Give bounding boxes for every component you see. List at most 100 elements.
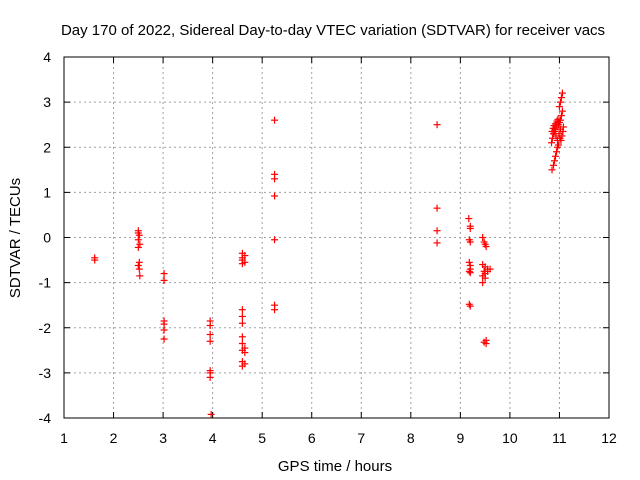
data-point	[271, 306, 279, 314]
data-point	[466, 224, 474, 232]
x-tick-label: 5	[258, 430, 266, 446]
x-tick-label: 8	[407, 430, 415, 446]
grid	[64, 57, 609, 418]
data-point	[550, 161, 558, 169]
axis-ticks	[63, 56, 610, 419]
data-point	[241, 349, 249, 357]
data-point	[484, 267, 492, 275]
x-tick-label: 11	[552, 430, 567, 446]
data-point	[552, 148, 560, 156]
x-tick-label: 10	[502, 430, 518, 446]
data-point	[433, 121, 441, 129]
data-point	[465, 300, 473, 308]
data-point	[554, 141, 562, 149]
data-point	[135, 265, 143, 273]
x-tick-label: 9	[456, 430, 464, 446]
data-point	[238, 319, 246, 327]
data-points	[91, 89, 567, 418]
y-tick-label: 2	[43, 139, 51, 155]
data-point	[466, 302, 474, 310]
data-point	[135, 231, 143, 239]
data-point	[482, 340, 490, 348]
data-point	[238, 333, 246, 341]
x-axis-label: GPS time / hours	[278, 458, 392, 475]
data-point	[271, 192, 279, 200]
data-point	[160, 276, 168, 284]
data-point	[551, 152, 559, 160]
x-tick-label: 4	[209, 430, 217, 446]
data-point	[134, 236, 142, 244]
data-point	[241, 360, 249, 368]
y-tick-label: 0	[43, 230, 51, 246]
data-point	[466, 238, 474, 246]
data-point	[238, 312, 246, 320]
data-point	[271, 116, 279, 124]
data-point	[479, 279, 487, 287]
data-point	[548, 139, 556, 147]
data-point	[206, 321, 214, 329]
x-tick-labels: 1 2 3 4 5 6 7 8 9 10 11 12	[60, 430, 617, 446]
data-point	[558, 107, 566, 115]
data-point	[271, 236, 279, 244]
x-tick-label: 7	[357, 430, 365, 446]
data-point	[160, 326, 168, 334]
data-point	[160, 270, 168, 278]
data-point	[238, 340, 246, 348]
y-tick-label: -1	[39, 275, 52, 291]
data-point	[465, 258, 473, 266]
data-point	[555, 103, 563, 111]
data-point	[135, 258, 143, 266]
data-point	[465, 215, 473, 223]
data-point	[482, 243, 490, 251]
data-point	[558, 132, 566, 140]
data-point	[160, 320, 168, 328]
data-point	[548, 166, 556, 174]
x-tick-label: 1	[60, 430, 68, 446]
data-point	[551, 157, 558, 165]
data-point	[479, 234, 487, 241]
data-point	[558, 89, 566, 97]
data-point	[206, 337, 214, 345]
data-point	[207, 410, 215, 418]
data-point	[134, 261, 142, 269]
data-point	[206, 331, 214, 339]
data-point	[466, 269, 474, 277]
data-point	[241, 252, 249, 260]
data-point	[433, 204, 441, 212]
y-tick-label: 1	[43, 184, 51, 200]
data-point	[160, 335, 168, 343]
y-tick-label: -2	[39, 320, 52, 336]
y-tick-label: 3	[43, 94, 51, 110]
data-point	[433, 227, 441, 235]
data-point	[91, 256, 99, 264]
y-tick-label: 4	[43, 49, 51, 65]
chart-title: Day 170 of 2022, Sidereal Day-to-day VTE…	[61, 22, 605, 39]
data-point	[241, 258, 249, 266]
x-tick-label: 12	[601, 430, 617, 446]
data-point	[556, 98, 564, 106]
data-point	[481, 274, 489, 282]
data-point	[557, 112, 565, 120]
data-point	[557, 94, 565, 102]
data-point	[238, 306, 246, 314]
y-tick-label: -3	[39, 365, 52, 381]
y-tick-label: -4	[39, 410, 52, 426]
y-axis-label: SDTVAR / TECUs	[7, 178, 24, 298]
data-point	[136, 240, 144, 248]
data-point	[554, 115, 562, 123]
data-point	[465, 267, 473, 275]
y-tick-labels: -4 -3 -2 -1 0 1 2 3 4	[39, 49, 52, 426]
data-point	[552, 132, 560, 140]
x-tick-label: 3	[159, 430, 167, 446]
data-point	[206, 373, 214, 381]
data-point	[548, 127, 556, 135]
data-point	[136, 272, 144, 280]
data-point	[433, 239, 441, 247]
data-point	[556, 125, 564, 133]
x-tick-label: 6	[308, 430, 316, 446]
x-tick-label: 2	[110, 430, 118, 446]
data-point	[271, 175, 279, 183]
data-point	[134, 243, 142, 251]
data-point	[553, 136, 561, 144]
